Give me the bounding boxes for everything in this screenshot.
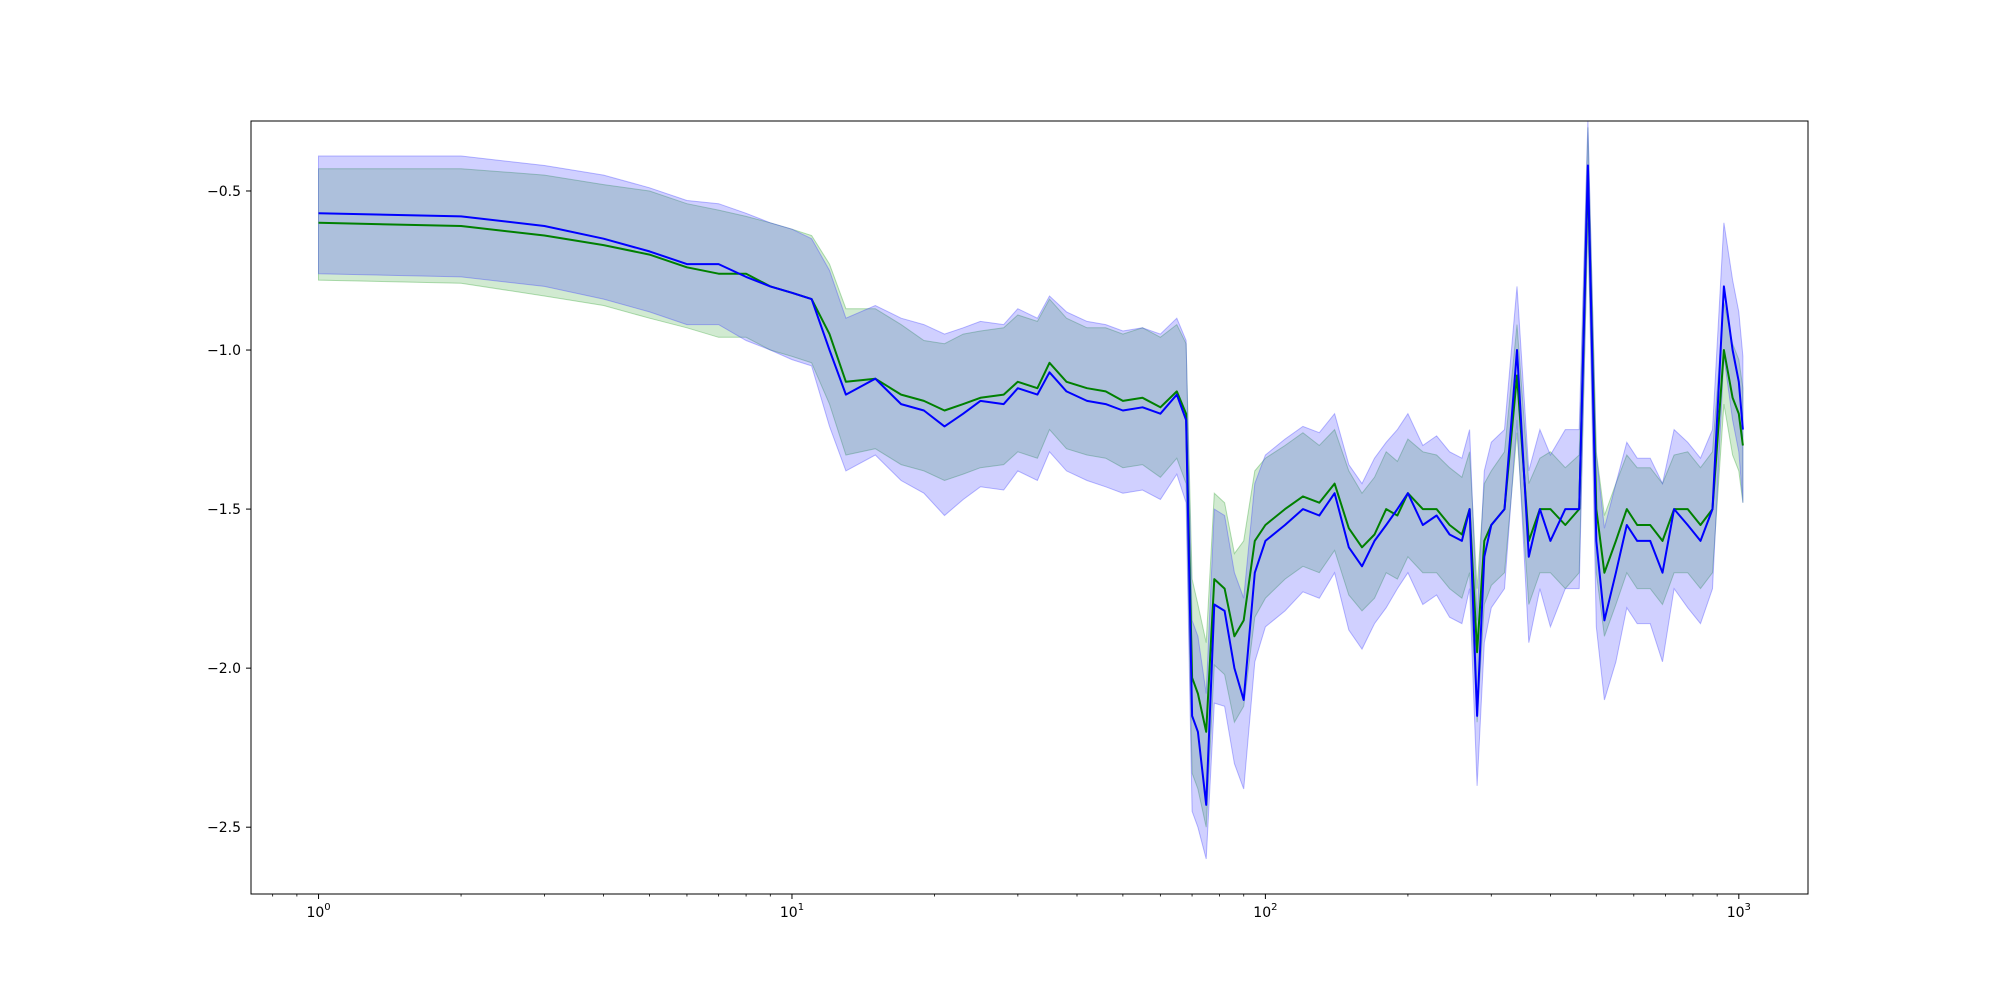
y-axis: −0.5 −1.0 −1.5 −2.0 −2.5 (207, 184, 251, 836)
y-tick-label: −1.0 (207, 343, 241, 359)
y-tick-label: −0.5 (207, 184, 241, 200)
y-tick-label: −2.5 (207, 820, 241, 836)
series-1-band (318, 127, 1744, 828)
series-lines (318, 164, 1744, 806)
y-tick-label: −1.5 (207, 502, 241, 518)
series-2-band (318, 120, 1744, 860)
confidence-bands (318, 120, 1744, 860)
series-2-line (318, 164, 1744, 806)
plot-area-frame (250, 120, 1809, 895)
y-tick-label: −2.0 (207, 661, 241, 677)
series-1-line (318, 174, 1744, 733)
